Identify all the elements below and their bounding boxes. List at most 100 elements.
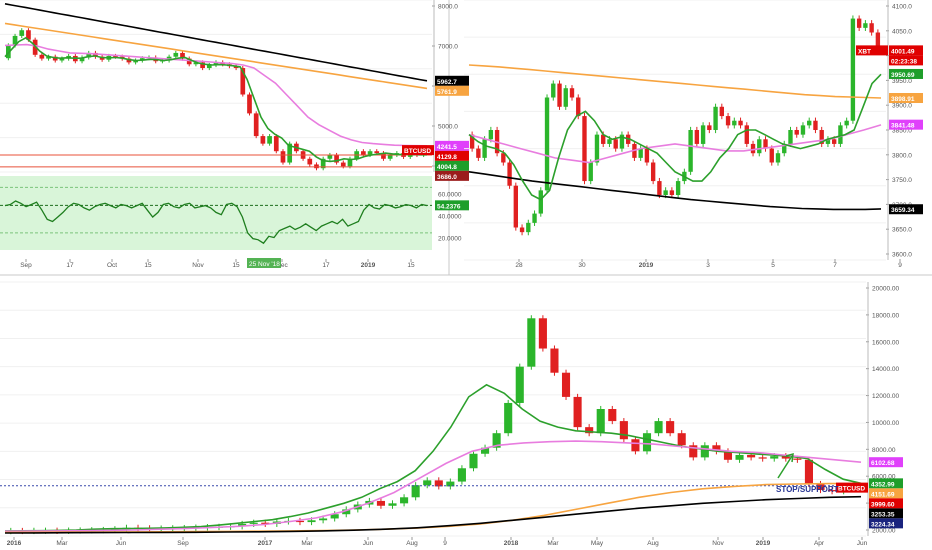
x-tick-label: Jun: [363, 540, 374, 547]
candle-body: [314, 164, 319, 169]
candle-body: [327, 154, 333, 159]
candle-body: [813, 120, 818, 130]
candle-body: [825, 139, 831, 144]
candle-body: [513, 185, 519, 228]
x-tick-label: 9: [443, 540, 447, 547]
candle-body: [669, 190, 675, 195]
price-label-box: [889, 55, 923, 66]
price-label: 4352.99: [871, 481, 895, 488]
candle-body: [307, 158, 313, 165]
candle-body: [213, 62, 219, 66]
candle-body: [519, 227, 525, 233]
candle-body: [588, 162, 593, 182]
x-tick-label: 9: [898, 262, 902, 269]
price-label: 4129.8: [437, 154, 457, 161]
moving-average-line: [4, 43, 428, 147]
candle-body: [763, 139, 768, 149]
candle-body: [26, 30, 31, 40]
candle-body: [707, 125, 712, 130]
x-tick-label: 3: [706, 262, 710, 269]
x-tick-label: May: [591, 540, 604, 547]
candle-body: [856, 18, 862, 28]
price-label: 02:23:38: [891, 58, 917, 65]
candle-body: [261, 522, 270, 524]
moving-average-line: [4, 3, 428, 82]
price-label-box: [869, 488, 903, 499]
symbol-label-box: [402, 145, 434, 156]
candle-body: [39, 54, 45, 59]
y-tick-label: 2000.00: [872, 528, 896, 535]
candle-body: [526, 222, 531, 233]
symbol-label: BTCUSD: [404, 148, 431, 155]
symbol-label-box: [856, 45, 888, 56]
candle-body: [544, 97, 550, 191]
x-tick-label: 5: [771, 262, 775, 269]
candle-body: [260, 136, 266, 144]
price-label: 3950.69: [891, 72, 915, 79]
price-label-box: [889, 45, 923, 56]
price-label-box: [435, 200, 469, 211]
candle-body: [557, 83, 562, 107]
price-label: 54.2376: [437, 203, 461, 210]
candle-body: [469, 453, 478, 469]
candle-body: [712, 445, 721, 452]
candle-body: [744, 125, 749, 144]
candle-body: [781, 456, 790, 459]
candle-body: [738, 120, 743, 126]
y-tick-label: 5000.0: [438, 124, 458, 131]
candle-body: [186, 58, 192, 65]
candle-body: [446, 481, 455, 487]
price-label-box: [435, 75, 469, 86]
price-label-box: [869, 508, 903, 519]
y-tick-label: 40.0000: [438, 214, 462, 221]
candle-body: [423, 480, 432, 486]
candle-body: [569, 88, 575, 98]
price-label-box: [435, 85, 469, 96]
candle-body: [561, 372, 571, 397]
candle-body: [400, 497, 409, 504]
y-tick-label: 8000.00: [872, 447, 896, 454]
candle-body: [367, 151, 373, 155]
candle-body: [769, 148, 774, 163]
candle-body: [501, 153, 506, 163]
candle-body: [476, 148, 481, 158]
candle-body: [747, 454, 756, 458]
candle-body: [507, 162, 512, 186]
candle-body: [492, 433, 501, 448]
price-label-box: [869, 478, 903, 489]
candle-body: [869, 23, 874, 33]
x-tick-label: 17: [322, 262, 330, 269]
candle-body: [576, 97, 581, 117]
price-label: 3999.60: [871, 501, 895, 508]
price-label-box: [869, 498, 903, 509]
y-tick-label: 14000.00: [872, 366, 899, 373]
y-tick-label: 20000.00: [872, 286, 899, 293]
x-tick-label: Aug: [647, 540, 659, 547]
price-label: 4004.8: [437, 164, 457, 171]
y-tick-label: 3650.0: [892, 227, 912, 234]
candle-body: [816, 483, 825, 491]
candle-body: [582, 116, 587, 182]
moving-average-line: [468, 171, 882, 211]
date-tag: 25 Nov '18: [249, 261, 280, 268]
candle-body: [831, 139, 837, 144]
x-tick-label: 2019: [639, 262, 654, 269]
candle-body: [330, 514, 339, 519]
price-label: 4241.5: [437, 144, 457, 151]
y-tick-label: 12000.00: [872, 393, 899, 400]
candle-body: [601, 134, 606, 144]
price-label-box: [889, 93, 923, 104]
x-tick-label: Mar: [301, 540, 313, 547]
candle-body: [247, 94, 252, 114]
price-label: 5962.7: [437, 79, 457, 86]
candle-body: [654, 421, 663, 434]
moving-average-line: [468, 64, 882, 99]
y-tick-label: 3900.0: [892, 103, 912, 110]
candle-body: [828, 490, 837, 492]
x-tick-label: Aug: [406, 540, 418, 547]
y-tick-label: 20.0000: [438, 236, 462, 243]
y-tick-label: 10000.00: [872, 420, 899, 427]
y-tick-label: 3800.0: [892, 152, 912, 159]
x-tick-label: 17: [66, 262, 74, 269]
price-label-box: [889, 204, 923, 215]
